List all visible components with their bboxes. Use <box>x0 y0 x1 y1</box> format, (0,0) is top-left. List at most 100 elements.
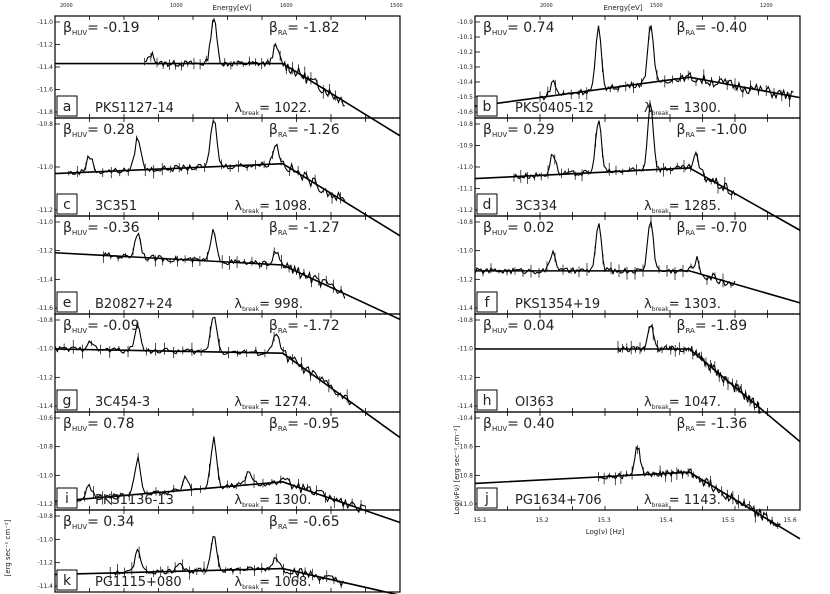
y-tick-label: -11.4 <box>37 403 53 410</box>
beta-ra-label: βRA= -1.00 <box>677 122 748 139</box>
right-xlabel: Log(ν) [Hz] <box>586 528 625 536</box>
y-tick-label: -11.2 <box>37 42 53 49</box>
panel-letter-box <box>56 95 78 117</box>
y-tick-label: -11.4 <box>37 64 53 71</box>
y-tick-label: -11.2 <box>37 207 53 214</box>
y-tick-label: -10.8 <box>37 121 53 128</box>
panel-letter-box <box>56 193 78 215</box>
object-name: B20827+24 <box>95 297 173 312</box>
y-tick-label: -10.6 <box>457 444 473 451</box>
y-tick-label: -10.8 <box>37 317 53 324</box>
top-tick-label: 1600 <box>280 3 293 9</box>
top-tick-label: 1000 <box>170 3 183 9</box>
y-tick-label: -10.8 <box>457 121 473 128</box>
panel-letter-box <box>476 193 498 215</box>
x-tick-label: 15.1 <box>473 517 487 524</box>
lambda-break-label: λbreak= 1047. <box>644 395 721 411</box>
y-tick-label: -10.5 <box>457 94 473 101</box>
panel-letter: c <box>63 197 71 213</box>
y-tick-label: -11.4 <box>457 305 473 312</box>
right-ylabel: Log(νFν) [erg sec⁻¹ cm⁻²] <box>453 425 461 514</box>
object-name: PKS0405-12 <box>515 101 594 116</box>
y-tick-label: -10.1 <box>457 34 473 41</box>
panel-letter: k <box>63 573 72 589</box>
beta-ra-label: βRA= -1.27 <box>269 220 340 237</box>
panel-letter-box <box>476 487 498 509</box>
panel-letter-box <box>476 95 498 117</box>
beta-ra-label: βRA= -0.40 <box>677 20 748 37</box>
panel-letter: e <box>63 295 72 311</box>
y-tick-label: -10.9 <box>457 19 473 26</box>
broken-power-law-line <box>54 481 401 524</box>
spectrum-line <box>539 25 794 101</box>
panel-b: -10.9-10.1-10.2-10.3-10.4-10.5-10.6βHUV=… <box>457 15 801 119</box>
x-tick-label: 15.3 <box>597 517 611 524</box>
y-tick-label: -11.2 <box>37 560 53 567</box>
beta-ra-label: βRA= -1.89 <box>677 318 748 335</box>
panel-letter-box <box>56 291 78 313</box>
y-tick-label: -11.0 <box>457 248 473 255</box>
y-tick-label: -11.2 <box>37 248 53 255</box>
top-tick-label: 1500 <box>650 3 663 9</box>
y-tick-label: -11.4 <box>37 583 53 590</box>
y-tick-label: -10.6 <box>37 415 53 422</box>
panel-letter-box <box>56 487 78 509</box>
y-tick-label: -10.4 <box>457 415 473 422</box>
spectrum-line <box>110 535 346 588</box>
panel-letter: a <box>63 99 72 115</box>
y-tick-label: -11.0 <box>37 164 53 171</box>
lambda-break-label: λbreak= 1303. <box>644 297 721 313</box>
y-tick-label: -10.8 <box>37 513 53 520</box>
beta-ra-label: βRA= -0.65 <box>269 514 340 531</box>
object-name: 3C334 <box>515 199 557 214</box>
y-tick-label: -10.9 <box>457 143 473 150</box>
panel-letter: h <box>483 393 492 409</box>
y-tick-label: -10.6 <box>457 109 473 116</box>
top-tick-label: 2000 <box>60 3 73 9</box>
y-tick-label: -11.0 <box>37 219 53 226</box>
y-tick-label: -11.0 <box>457 346 473 353</box>
object-name: OI363 <box>515 395 554 410</box>
y-tick-label: -11.0 <box>37 536 53 543</box>
y-tick-label: -11.1 <box>457 186 473 193</box>
y-tick-label: -11.0 <box>37 19 53 26</box>
panel-letter-box <box>56 389 78 411</box>
beta-ra-label: βRA= -0.70 <box>677 220 748 237</box>
y-tick-label: -11.2 <box>457 207 473 214</box>
top-axis-label-left: Energy[eV] <box>212 4 251 12</box>
panel-letter-box <box>56 569 78 591</box>
x-tick-label: 15.6 <box>783 517 797 524</box>
spectrum-line <box>75 436 366 514</box>
object-name: 3C454-3 <box>95 395 150 410</box>
spectrum-line <box>474 219 736 287</box>
y-tick-label: -11.0 <box>37 472 53 479</box>
y-tick-label: -11.6 <box>37 305 53 312</box>
x-tick-label: 15.4 <box>659 517 673 524</box>
y-tick-label: -11.0 <box>37 346 53 353</box>
spectrum-line <box>68 119 346 202</box>
panel-letter-box <box>476 291 498 313</box>
top-tick-label: 2000 <box>540 3 553 9</box>
top-axis-label-right: Energy[eV] <box>603 4 642 12</box>
beta-ra-label: βRA= -1.36 <box>677 416 748 433</box>
y-tick-label: -10.3 <box>457 64 473 71</box>
left-ylabel: [erg sec⁻¹ cm⁻²] <box>4 519 12 576</box>
y-tick-label: -10.8 <box>457 472 473 479</box>
y-tick-label: -10.8 <box>457 317 473 324</box>
panel-letter: d <box>483 197 492 213</box>
y-tick-label: -11.4 <box>37 276 53 283</box>
object-name: PKS1127-14 <box>95 101 174 116</box>
panel-letter: b <box>483 99 492 115</box>
y-tick-label: -11.4 <box>457 403 473 410</box>
spectrum-line <box>617 323 762 414</box>
y-tick-label: -10.2 <box>457 49 473 56</box>
y-tick-label: -11.2 <box>37 374 53 381</box>
y-tick-label: -10.8 <box>457 219 473 226</box>
object-name: 3C351 <box>95 199 137 214</box>
object-name: PG1115+080 <box>95 575 182 590</box>
spectrum-line <box>102 229 346 299</box>
